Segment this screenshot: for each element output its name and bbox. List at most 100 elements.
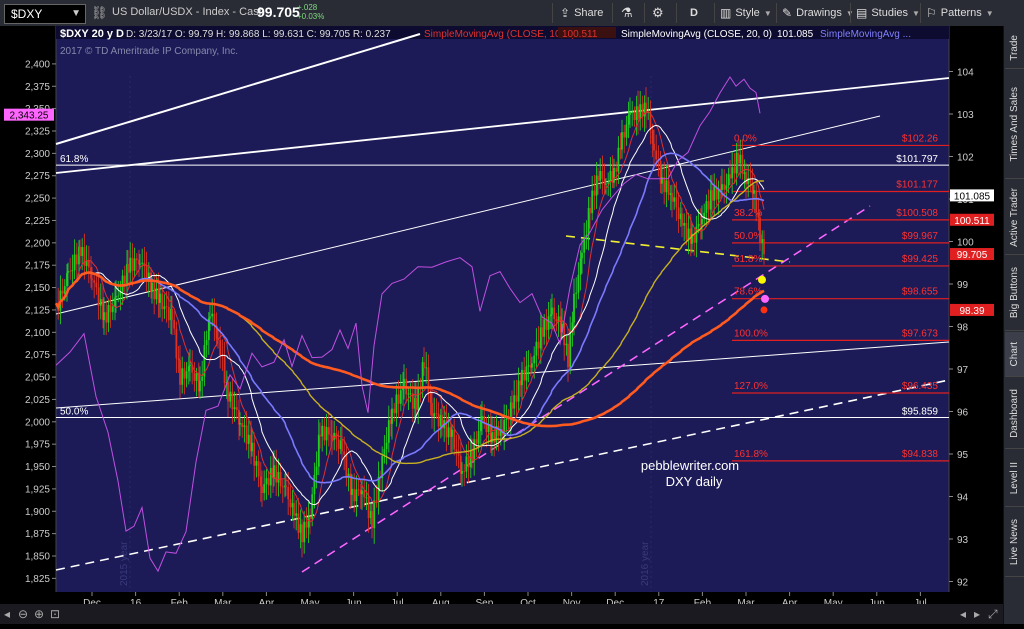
candle-body [713, 186, 716, 201]
candle-body [161, 293, 164, 310]
settings-button[interactable]: ⚙ [652, 3, 664, 23]
symbol-selector[interactable]: $DXY ▼ [4, 4, 86, 24]
candle-body [321, 425, 324, 437]
candle-body [741, 154, 744, 174]
studies-button[interactable]: ▤ Studies ▼ [856, 6, 920, 20]
candle-body [81, 247, 84, 257]
candle-body [99, 299, 102, 306]
candle-body [285, 485, 287, 488]
candle-body [647, 111, 650, 113]
candle-body [519, 380, 522, 386]
x-tick-label: Sep [476, 598, 494, 609]
candle-body [499, 429, 502, 436]
candle-body [111, 306, 114, 313]
x-tick-label: Nov [563, 598, 581, 609]
candle-body [191, 364, 194, 373]
left-tick-label: 2,175 [25, 261, 50, 272]
candle-body [199, 381, 201, 392]
x-tick-label: Jun [869, 598, 885, 609]
drawings-button[interactable]: ✎ Drawings ▼ [782, 3, 854, 23]
x-tick-label: Mar [737, 598, 755, 609]
candle-body [495, 426, 498, 443]
candle-body [733, 167, 736, 174]
candle-body [123, 275, 126, 284]
candle-body [275, 465, 278, 483]
candle-body [103, 312, 105, 321]
right-price-marker-label: 101.085 [954, 191, 991, 202]
candle-body [683, 223, 686, 226]
side-tab-level-ii[interactable]: Level II [1005, 450, 1024, 507]
scroll-left-icon[interactable]: ◂ [4, 607, 11, 621]
side-tab-chart[interactable]: Chart [1005, 332, 1024, 377]
candle-body [615, 168, 618, 172]
candle-body [725, 185, 728, 190]
candle-body [649, 111, 652, 131]
candle-body [417, 388, 420, 410]
style-button[interactable]: ▥ Style ▼ [720, 6, 772, 20]
candle-body [529, 365, 532, 368]
candle-body [553, 307, 556, 320]
expand-icon[interactable]: ⤢ [988, 607, 998, 621]
candle-body [509, 402, 512, 420]
candle-body [73, 254, 76, 271]
left-tick-label: 2,300 [25, 149, 50, 160]
candle-body [721, 184, 723, 190]
patterns-button[interactable]: ⚐ Patterns ▼ [926, 6, 994, 20]
candle-body [267, 478, 270, 486]
x-tick-label: Mar [214, 598, 232, 609]
candle-body [533, 355, 536, 364]
candle-body [369, 511, 372, 519]
candle-body [611, 171, 614, 183]
side-tab-active-trader[interactable]: Active Trader [1005, 180, 1024, 255]
chart-svg[interactable]: 2015 year 2016 year $DXY 20 y D D: 3/23/… [0, 26, 1003, 624]
price-chart[interactable]: 2015 year 2016 year $DXY 20 y D D: 3/23/… [0, 26, 1003, 624]
candle-body [359, 489, 362, 495]
side-tab-trade[interactable]: Trade [1005, 28, 1024, 69]
candle-body [245, 425, 248, 444]
x-tick-label: Dec [606, 598, 624, 609]
left-tick-label: 2,250 [25, 194, 50, 205]
candle-body [631, 111, 634, 113]
candle-body [183, 368, 186, 379]
zoom-box-icon[interactable]: ⊡ [50, 607, 61, 621]
flask-button[interactable]: ⚗ [621, 3, 633, 23]
side-tab-dashboard[interactable]: Dashboard [1005, 378, 1024, 449]
candle-body [645, 102, 647, 113]
right-tick-label: 98 [957, 323, 969, 334]
period-button[interactable]: D [690, 7, 698, 19]
zoom-out-icon[interactable]: ⊖ [18, 607, 29, 621]
candle-body [221, 355, 224, 357]
candle-body [547, 316, 550, 330]
candle-body [313, 474, 316, 495]
candle-body [719, 188, 722, 190]
share-button[interactable]: ⇪ Share [560, 6, 604, 20]
x-tick-label: Feb [171, 598, 189, 609]
candle-body [83, 247, 86, 266]
zoom-in-icon[interactable]: ⊕ [34, 607, 45, 621]
side-tab-label: Live News [1009, 518, 1020, 566]
candle-body [623, 132, 626, 138]
candle-body [595, 175, 598, 196]
candle-body [297, 513, 300, 533]
candle-body [289, 499, 292, 508]
link-icon[interactable]: ⛓ [91, 5, 108, 20]
candle-body [627, 114, 630, 125]
candle-body [471, 450, 473, 462]
candle-body [253, 442, 256, 466]
study-sma20-value: 101.085 [777, 29, 814, 40]
candle-body [339, 440, 342, 449]
side-tab-times-and-sales[interactable]: Times And Sales [1005, 70, 1024, 179]
side-tab-label: Chart [1009, 341, 1020, 367]
scroll-left-end-icon[interactable]: ◂ [960, 607, 967, 621]
candle-body [535, 341, 538, 356]
candle-body [337, 439, 340, 449]
candle-body [677, 207, 680, 220]
scroll-right-icon[interactable]: ▸ [974, 607, 981, 621]
candle-body [761, 239, 764, 243]
side-tab-big-buttons[interactable]: Big Buttons [1005, 256, 1024, 331]
candle-body [655, 150, 658, 160]
side-tab-live-news[interactable]: Live News [1005, 508, 1024, 577]
candle-body [541, 327, 543, 337]
candle-body [421, 362, 424, 390]
candle-body [397, 394, 400, 404]
